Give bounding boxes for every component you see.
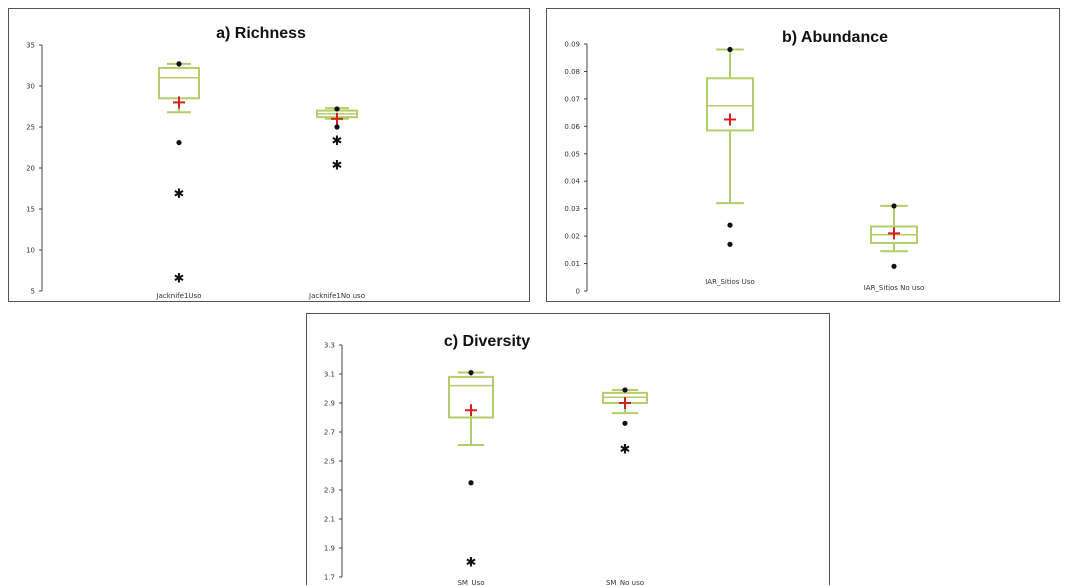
outlier-point [622,387,628,393]
outlier-star: ✱ [332,134,343,149]
y-tick-label: 10 [26,247,35,255]
diversity-chart-panel: c) Diversity 3.3 3.1 2.9 2.7 2.5 2.3 2.1 1.9 1.7 ✱… [306,313,830,586]
chart-title: b) Abundance [782,29,888,46]
outlier-point [727,222,733,228]
box-series-2 [870,203,918,269]
y-tick-label: 0.03 [564,205,580,213]
outlier-star: ✱ [174,187,185,202]
box-series-1: ✱✱ [158,61,200,287]
abundance-chart-panel: b) Abundance 0.09 0.08 0.07 0.06 0.05 0.04 0.03… [546,8,1060,302]
outlier-point [891,263,897,269]
richness-chart-panel: a) Richness 35 30 25 20 15 10 5 ✱ ✱ Jacknife1Uso ✱ ✱… [8,8,530,302]
outlier-star: ✱ [332,159,343,174]
x-category-label: Jacknife1No uso [308,292,365,300]
y-tick-label: 0.08 [564,68,580,76]
outlier-point [891,203,897,209]
box [158,66,200,100]
box-series-1: ✱ [448,369,494,571]
y-tick-label: 20 [26,165,35,173]
outlier-star: ✱ [620,442,631,457]
x-category-label: Jacknife1Uso [156,292,202,300]
outlier-point [468,480,474,486]
outlier-point [727,46,733,53]
y-tick-label: 1.7 [324,574,335,582]
y-tick-label: 30 [26,83,35,91]
outlier-star: ✱ [466,556,477,571]
y-tick-label: 0 [576,288,580,296]
outlier-point [176,139,182,146]
x-category-label: IAR_Sitios No uso [864,284,925,292]
y-tick-label: 0.01 [564,260,580,268]
y-tick-label: 2.5 [324,458,335,466]
y-tick-label: 3.3 [324,342,335,350]
box-series-1 [706,46,754,247]
y-tick-label: 2.3 [324,487,335,495]
y-tick-label: 3.1 [324,371,335,379]
y-tick-label: 15 [26,206,35,214]
y-tick-label: 2.1 [324,516,335,524]
outlier-point [727,241,733,247]
x-category-label: IAR_Sitios Uso [705,278,755,286]
chart-title: a) Richness [216,25,306,42]
x-category-label: SM_No uso [606,579,644,586]
y-tick-label: 0.06 [564,123,580,131]
y-tick-label: 0.02 [564,233,580,241]
chart-title: c) Diversity [444,333,530,350]
outlier-point [622,420,628,426]
y-tick-label: 2.7 [324,429,335,437]
y-tick-label: 5 [31,288,35,296]
richness-chart: a) Richness3530252015105✱✱Jacknife1Uso✱✱… [26,25,365,300]
y-tick-label: 2.9 [324,400,335,408]
y-tick-label: 35 [26,42,35,50]
y-tick-label: 0.09 [564,41,580,49]
diversity-chart: c) Diversity 3.3 3.1 2.9 2.7 2.5 2.3 2.1 1.9 1.7 ✱… [324,333,648,586]
y-tick-label: 25 [26,124,35,132]
y-tick-label: 0.04 [564,178,580,186]
x-category-label: SM_Uso [457,579,484,586]
outlier-point [176,61,182,67]
box [706,77,754,132]
abundance-chart: b) Abundance 0.09 0.08 0.07 0.06 0.05 0.04 0.03… [564,29,925,296]
outlier-point [334,106,340,112]
outlier-star: ✱ [174,272,185,287]
y-tick-label: 1.9 [324,545,335,553]
y-tick-label: 0.05 [564,150,580,158]
outlier-point [334,124,340,130]
y-tick-label: 0.07 [564,95,580,103]
outlier-point [468,369,474,376]
box-series-2: ✱ [602,387,648,457]
box-series-2: ✱✱ [316,106,358,174]
box [448,375,494,419]
